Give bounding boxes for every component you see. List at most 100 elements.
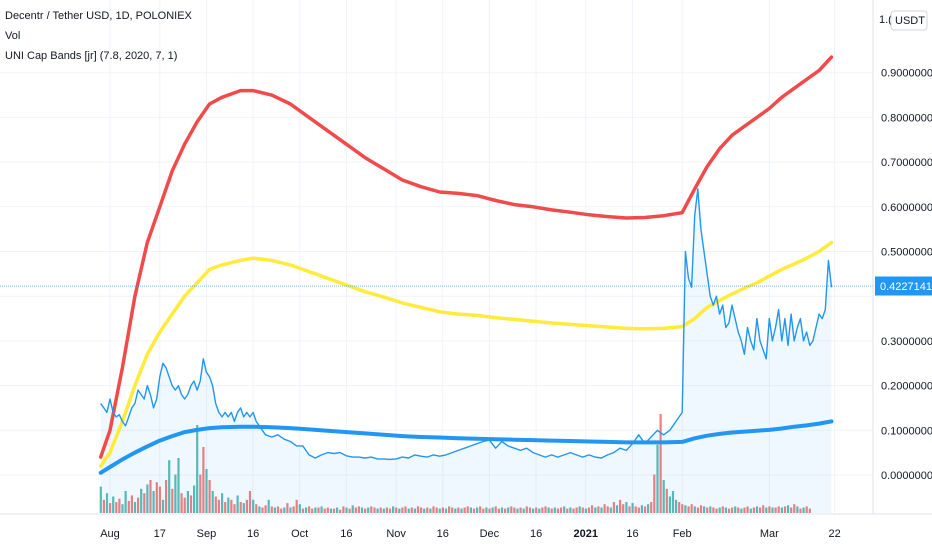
volume-bar	[615, 505, 619, 513]
volume-bar	[597, 506, 600, 513]
volume-bar	[765, 507, 768, 513]
time-tick-label: 16	[247, 528, 259, 540]
volume-bar	[438, 508, 441, 513]
volume-bar	[659, 414, 662, 513]
volume-bar	[270, 506, 273, 513]
volume-bar	[357, 506, 360, 513]
volume-bar	[444, 508, 448, 513]
volume-bar	[802, 507, 805, 513]
volume-bar	[385, 507, 388, 513]
volume-bar	[420, 507, 423, 513]
volume-bar	[469, 507, 472, 513]
volume-bar	[410, 507, 413, 513]
volume-bar	[591, 505, 594, 513]
volume-bar	[332, 508, 336, 513]
volume-bar	[329, 508, 332, 513]
volume-bar	[280, 508, 283, 513]
volume-bar	[364, 508, 367, 513]
volume-bar	[594, 507, 597, 513]
lower-band-line	[98, 419, 834, 475]
volume-bar	[637, 507, 640, 513]
volume-bar	[625, 502, 628, 513]
volume-bar	[155, 482, 158, 513]
volume-bar	[376, 508, 379, 513]
volume-bar	[569, 507, 572, 513]
volume-bars	[99, 414, 811, 513]
volume-bar	[227, 497, 230, 513]
volume-bar	[516, 508, 519, 513]
volume-bar	[519, 507, 522, 513]
price-line-group	[100, 188, 833, 461]
cap-bands-indicator-label[interactable]: UNI Cap Bands [jr] (7.8, 2020, 7, 1)	[5, 50, 178, 62]
volume-bar	[388, 508, 392, 513]
volume-bar	[248, 491, 252, 513]
volume-bar	[314, 507, 317, 513]
volume-bar	[522, 508, 525, 513]
volume-bar	[752, 507, 755, 513]
volume-bar	[510, 506, 513, 513]
volume-bar	[180, 493, 183, 513]
volume-bar	[127, 500, 130, 513]
middle-band-line	[98, 240, 834, 468]
volume-bar	[137, 497, 140, 513]
volume-bar	[112, 496, 115, 513]
volume-bar	[143, 493, 146, 513]
volume-bar	[693, 506, 696, 513]
currency-button[interactable]: USDT	[895, 15, 925, 27]
volume-bar	[99, 486, 102, 513]
time-tick-label: 2021	[574, 528, 598, 540]
volume-bar	[401, 507, 404, 513]
time-tick-label: Mar	[760, 528, 779, 540]
current-price-tag: 0.42271419	[875, 276, 932, 296]
volume-indicator-label[interactable]: Vol	[5, 30, 21, 42]
volume-bar	[304, 507, 308, 513]
volume-bar	[345, 507, 348, 513]
volume-bar	[584, 508, 587, 513]
volume-bar	[699, 505, 703, 513]
volume-bar	[559, 507, 563, 513]
volume-bar	[805, 506, 808, 513]
volume-bar	[715, 508, 718, 513]
volume-bar	[507, 507, 510, 513]
volume-bar	[102, 499, 105, 513]
time-tick-label: Oct	[291, 528, 308, 540]
volume-bar	[392, 506, 395, 513]
volume-bar	[653, 474, 656, 513]
top-tick-label: 1.(	[879, 14, 892, 26]
volume-bar	[575, 507, 578, 513]
volume-bar	[165, 480, 168, 513]
volume-bar	[342, 506, 345, 513]
volume-bar	[149, 480, 152, 513]
volume-bar	[647, 504, 650, 513]
volume-bar	[774, 507, 777, 513]
volume-bar	[718, 507, 721, 513]
volume-bar	[336, 507, 339, 513]
volume-bar	[339, 509, 342, 513]
cap-bands	[98, 55, 834, 475]
volume-bar	[665, 488, 668, 513]
volume-bar	[494, 506, 497, 513]
volume-bar	[628, 506, 631, 513]
volume-bar	[354, 507, 357, 513]
volume-bar	[684, 505, 687, 513]
volume-bar	[407, 508, 410, 513]
volume-bar	[668, 496, 671, 513]
volume-bar	[780, 507, 783, 513]
time-tick-label: 16	[437, 528, 449, 540]
volume-bar	[787, 505, 790, 513]
volume-bar	[488, 508, 491, 513]
volume-bar	[308, 506, 311, 513]
volume-bar	[491, 507, 494, 513]
volume-bar	[712, 507, 715, 513]
currency-button-frame[interactable]	[890, 10, 928, 31]
symbol-title[interactable]: Decentr / Tether USD, 1D, POLONIEX	[5, 10, 192, 22]
price-area-fill	[100, 188, 832, 513]
volume-bar	[662, 480, 665, 513]
time-axis[interactable]: Aug 17 Sep 16 Oct 16 Nov 16 Dec 16 2021 16 Feb Mar 22	[100, 528, 841, 540]
volume-bar	[373, 507, 376, 513]
volume-bar	[367, 507, 370, 513]
volume-bar	[556, 508, 559, 513]
